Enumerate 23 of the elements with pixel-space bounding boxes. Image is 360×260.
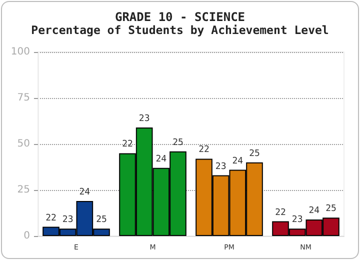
text: 22 — [198, 145, 210, 156]
text: 24 — [156, 154, 167, 164]
chart-title: GRADE 10 - SCIENCE — [114, 10, 246, 24]
text: 25 — [249, 148, 260, 159]
text: 25 — [172, 138, 184, 148]
series-label: 25 — [96, 215, 107, 226]
text: 23 — [292, 215, 303, 226]
y-tick-label: 75 — [17, 92, 30, 104]
text: 25 — [326, 204, 336, 214]
text: 24 — [232, 156, 244, 166]
series-label: 22 — [46, 213, 56, 224]
y-tick-label: 0 — [24, 230, 30, 242]
text: 23 — [215, 162, 226, 172]
chart-subtitle: Percentage of Students by Achievement Level — [31, 23, 329, 37]
y-tick-label: 25 — [17, 184, 30, 196]
y-tick-label: 100 — [10, 46, 30, 58]
text: 22 — [122, 140, 133, 150]
text: 22 — [275, 208, 286, 218]
series-label: 24 — [79, 188, 90, 198]
text: 23 — [138, 114, 150, 124]
series-label: 23 — [62, 215, 74, 226]
y-tick-label: 50 — [17, 138, 30, 150]
text: 24 — [308, 206, 320, 216]
